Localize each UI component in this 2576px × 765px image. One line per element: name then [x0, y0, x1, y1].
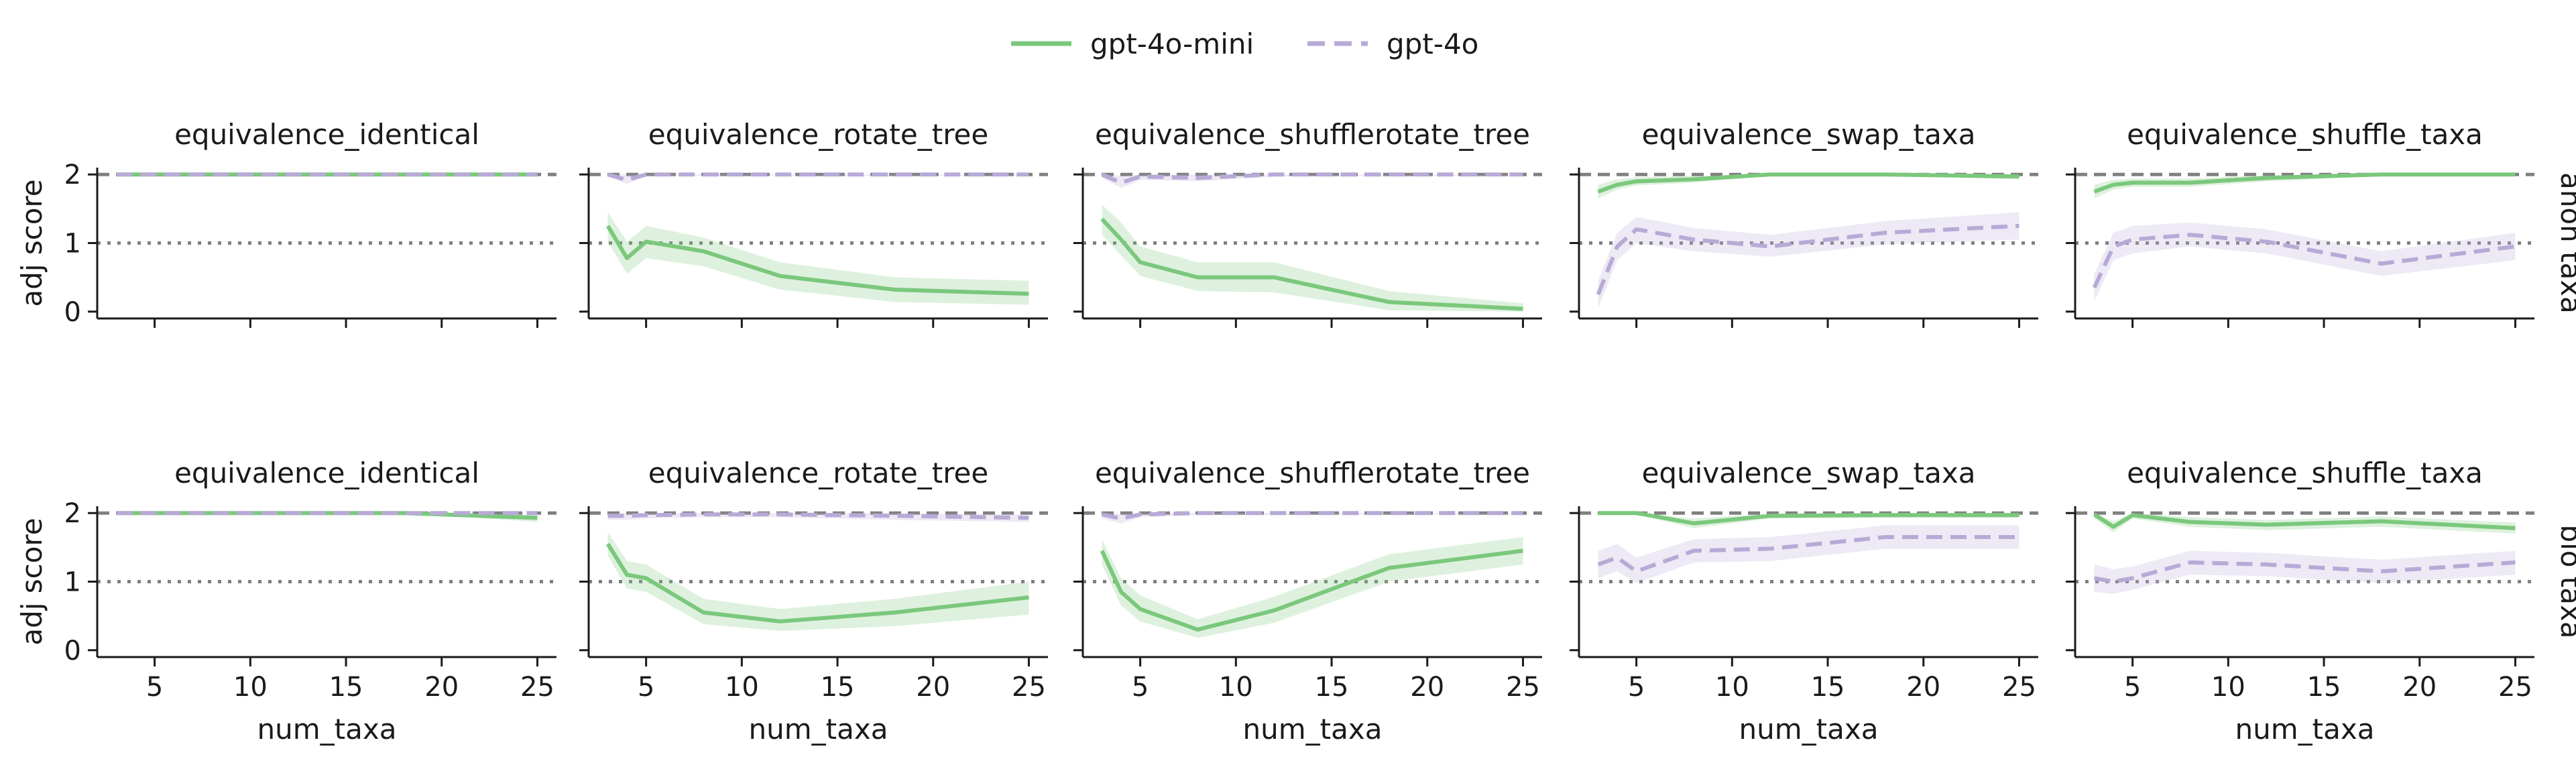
x-tick-label: 10 — [1715, 672, 1749, 703]
series-line-gpt-4o-mini — [2093, 172, 2516, 194]
x-tick-label: 25 — [1506, 672, 1540, 703]
x-axis-label: num_taxa — [2235, 713, 2375, 746]
ci-band-gpt-4o — [2094, 222, 2516, 302]
ci-band-gpt-4o-mini — [1598, 174, 2019, 199]
legend-label-gpt-4o: gpt-4o — [1387, 27, 1478, 60]
panel-bio-taxa-equivalence-shufflerotate-tree: 5 10 15 20 25 equivalence_shufflerotate_treen… — [1073, 457, 1542, 746]
x-tick-label: 5 — [146, 672, 163, 703]
series-line-gpt-4o-mini — [1100, 217, 1523, 311]
panel-bio-taxa-equivalence-identical: 5 10 15 20 25 0 1 2 equivalence_identical num_tax… — [15, 457, 557, 746]
row-label: bio taxa — [2555, 524, 2576, 638]
y-axis-label: adj score — [15, 518, 48, 645]
ci-band-gpt-4o — [1598, 212, 2019, 308]
x-axis-label: num_taxa — [1243, 713, 1383, 746]
ci-band-gpt-4o — [1102, 174, 1523, 188]
y-axis-label: adj score — [15, 179, 48, 306]
ci-band-gpt-4o-mini — [607, 212, 1029, 305]
series-line-gpt-4o-mini — [1598, 511, 2019, 526]
x-tick-label: 5 — [2124, 672, 2141, 703]
x-tick-label: 15 — [1315, 672, 1349, 703]
x-tick-label: 10 — [725, 672, 759, 703]
series-line-gpt-4o — [2094, 560, 2516, 584]
y-tick-label: 0 — [64, 297, 81, 328]
panel-title: equivalence_rotate_tree — [648, 118, 989, 151]
series-line-gpt-4o-mini — [1597, 172, 2019, 194]
legend-label-gpt-4o-mini: gpt-4o-mini — [1090, 27, 1254, 60]
panel-bio-taxa-equivalence-rotate-tree: 5 10 15 20 25 equivalence_rotate_tree num_taxa — [579, 457, 1048, 746]
series-line-gpt-4o — [607, 172, 1029, 182]
panel-title: equivalence_swap_taxa — [1642, 118, 1976, 151]
series-line-gpt-4o — [1101, 511, 1523, 521]
ci-band-gpt-4o-mini — [607, 532, 1029, 632]
x-axis-label: num_taxa — [257, 713, 397, 746]
x-tick-label: 20 — [2402, 672, 2437, 703]
panel-anon-taxa-equivalence-shufflerotate-tree: equivalence_shufflerotate_tree — [1073, 118, 1542, 328]
x-tick-label: 10 — [233, 672, 268, 703]
ci-band-gpt-4o — [607, 174, 1029, 184]
x-axis-label: num_taxa — [749, 713, 888, 746]
panel-anon-taxa-equivalence-swap-taxa: equivalence_swap_taxa — [1570, 118, 2038, 328]
row-label: anon taxa — [2555, 172, 2576, 314]
series-line-gpt-4o — [1597, 535, 2019, 574]
ci-band-gpt-4o — [2094, 550, 2516, 594]
series-line-gpt-4o-mini — [605, 225, 1029, 296]
series-line-gpt-4o — [1101, 172, 1523, 185]
legend: gpt-4o-mini gpt-4o — [1011, 27, 1478, 60]
x-tick-label: 25 — [520, 672, 554, 703]
panel-title: equivalence_swap_taxa — [1642, 457, 1976, 489]
panel-title: equivalence_shufflerotate_tree — [1095, 457, 1530, 489]
x-tick-label: 25 — [1012, 672, 1046, 703]
x-tick-label: 10 — [1219, 672, 1253, 703]
x-tick-label: 20 — [1410, 672, 1444, 703]
y-tick-label: 0 — [64, 636, 81, 666]
x-tick-label: 5 — [638, 672, 654, 703]
x-tick-label: 20 — [424, 672, 459, 703]
series-line-gpt-4o-mini — [116, 511, 538, 520]
x-tick-label: 25 — [2002, 672, 2036, 703]
panel-title: equivalence_identical — [174, 457, 479, 489]
x-tick-label: 10 — [2211, 672, 2245, 703]
y-tick-label: 2 — [64, 498, 81, 529]
series-line-gpt-4o-mini — [2093, 512, 2516, 530]
x-tick-label: 5 — [1132, 672, 1149, 703]
x-tick-label: 15 — [329, 672, 363, 703]
x-tick-label: 20 — [1906, 672, 1940, 703]
x-tick-label: 15 — [821, 672, 855, 703]
panel-title: equivalence_shuffle_taxa — [2127, 118, 2483, 151]
panel-title: equivalence_shuffle_taxa — [2127, 457, 2483, 489]
ci-band-gpt-4o — [1598, 525, 2019, 583]
panel-title: equivalence_rotate_tree — [648, 457, 989, 489]
x-tick-label: 5 — [1628, 672, 1645, 703]
ci-band-gpt-4o — [1102, 513, 1523, 524]
panel-title: equivalence_shufflerotate_tree — [1095, 118, 1530, 151]
x-tick-label: 15 — [2307, 672, 2341, 703]
series-line-gpt-4o-mini — [1100, 548, 1523, 632]
x-tick-label: 25 — [2498, 672, 2532, 703]
panel-bio-taxa-equivalence-swap-taxa: 5 10 15 20 25 equivalence_swap_taxa num_taxa — [1570, 457, 2038, 746]
ci-band-gpt-4o-mini — [1102, 204, 1523, 312]
series-line-gpt-4o-mini — [605, 542, 1029, 624]
panel-anon-taxa-equivalence-rotate-tree: equivalence_rotate_tree — [579, 118, 1048, 328]
x-tick-label: 15 — [1811, 672, 1845, 703]
series-line-gpt-4o — [1596, 223, 2019, 296]
x-axis-label: num_taxa — [1739, 713, 1879, 746]
panel-bio-taxa-equivalence-shuffle-taxa: 5 10 15 20 25 equivalence_shuffle_taxa num_tax… — [2066, 457, 2576, 746]
ci-band-gpt-4o-mini — [1102, 537, 1523, 638]
series-line-gpt-4o — [2092, 233, 2516, 289]
y-tick-label: 1 — [64, 229, 81, 259]
x-tick-label: 20 — [916, 672, 950, 703]
y-tick-label: 1 — [64, 567, 81, 598]
y-tick-label: 2 — [64, 160, 81, 190]
panel-title: equivalence_identical — [174, 118, 479, 151]
